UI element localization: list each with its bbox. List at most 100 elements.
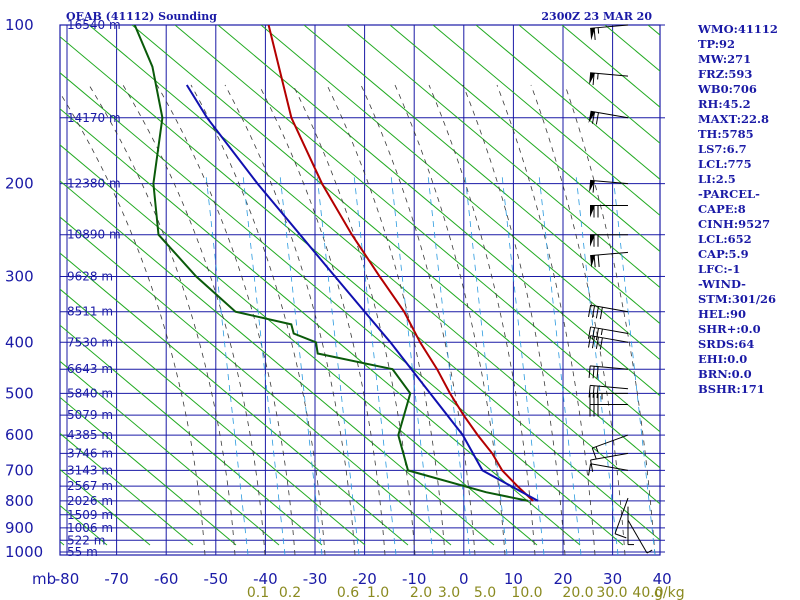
wind-barb (588, 384, 629, 399)
mixing-ratio-tick-label: 0.2 (279, 585, 301, 600)
dry-adiabat-line (60, 288, 366, 546)
moist-adiabat-line (428, 84, 536, 555)
wind-barb-flag (595, 306, 599, 319)
profile-lines (133, 25, 539, 502)
index-entry: BSHR:171 (698, 382, 765, 396)
dry-adiabat-line (260, 25, 660, 361)
dry-adiabat-line (777, 25, 800, 545)
wind-barb-flag (599, 337, 603, 350)
mixing-ratio-tick-label: 2.0 (410, 585, 432, 600)
wind-barb-staff (590, 24, 629, 29)
sounding-indices-panel: WMO:41112 TP:92 MW:271 FRZ:593 WB0:706 RH:45.… (698, 22, 778, 397)
moist-adiabat-line (258, 84, 386, 555)
dry-adiabat-line (60, 180, 495, 546)
wind-barb-flag (588, 365, 591, 378)
wind-barb-flag (597, 27, 600, 34)
height-label: 2026 m (67, 494, 113, 508)
wind-barb-flag (592, 180, 595, 193)
pressure-tick-label: 500 (5, 384, 34, 402)
moist-adiabat-line (88, 84, 236, 555)
height-label: 10890 m (67, 228, 121, 242)
wind-barb (627, 506, 634, 546)
pressure-tick-label: 1000 (5, 543, 43, 561)
wind-barb-staff (590, 251, 629, 257)
dry-adiabat-line (303, 25, 660, 325)
wind-barb-flag (597, 254, 600, 267)
wind-barb (588, 110, 629, 125)
temperature-tick-label: -30 (303, 570, 328, 588)
moist-adiabat-line (156, 84, 296, 555)
height-label: 7530 m (67, 335, 113, 349)
mixing-ratio-line (390, 174, 434, 555)
index-entry: STM:301/26 (698, 292, 777, 306)
wind-barb-flag (595, 336, 599, 349)
pressure-tick-label: 300 (5, 267, 34, 285)
height-label: 3746 m (67, 446, 113, 460)
wind-barb (614, 497, 629, 539)
mixing-ratio-line (205, 174, 249, 555)
index-entry: SRDS:64 (698, 337, 755, 351)
wind-barb-flag (595, 446, 599, 453)
wind-barb-staff (590, 72, 629, 77)
height-label: 16540 m (67, 18, 121, 32)
wind-barb-flag (595, 112, 599, 125)
height-label: 6643 m (67, 362, 113, 376)
wind-barb-flag (593, 255, 596, 268)
height-label: 522 m (67, 533, 105, 547)
wind-barb (591, 434, 629, 460)
index-entry: LFC:-1 (698, 262, 741, 276)
wind-barb (588, 326, 629, 341)
wind-barb (590, 234, 628, 247)
temperature-tick-label: 0 (459, 570, 469, 588)
wind-barb (589, 404, 628, 417)
wind-barb (588, 463, 629, 476)
dry-adiabat-line (217, 25, 660, 397)
mixing-ratio-line (427, 174, 471, 555)
pressure-tick-label: 400 (5, 333, 34, 351)
wind-barb-flag (596, 366, 599, 379)
mixing-ratio-line (464, 174, 508, 555)
wind-barb-staff (590, 179, 629, 185)
height-label: 2567 m (67, 479, 113, 493)
temperature-tick-label: -20 (352, 570, 377, 588)
dry-adiabat-line (60, 36, 660, 541)
wind-barb (590, 204, 628, 218)
wind-barb-column (588, 24, 653, 554)
wind-barb-staff (590, 452, 629, 461)
wind-barb-flag (591, 447, 597, 460)
index-entry: -PARCEL- (698, 187, 760, 201)
wind-barb-flag (588, 335, 592, 348)
height-label: 3143 m (67, 463, 113, 477)
pressure-tick-label: 600 (5, 426, 34, 444)
mixing-ratio-line (612, 174, 656, 555)
dry-adiabat-line (346, 25, 660, 289)
index-entry: CINH:9527 (698, 217, 771, 231)
wind-barb-staff (590, 110, 629, 119)
wind-barb (588, 335, 629, 350)
wind-barb-flag (646, 549, 653, 554)
dry-adiabat-line (518, 25, 660, 144)
wind-barb-staff (614, 497, 629, 534)
temperature-tick-label: -60 (154, 570, 179, 588)
wind-barb (590, 452, 629, 472)
dry-adiabat-line (60, 72, 624, 546)
wind-barb-flag (599, 307, 603, 320)
pressure-unit-label: mb (32, 570, 56, 588)
index-entry: TH:5785 (698, 127, 754, 141)
moist-adiabat-line (60, 92, 206, 555)
index-entry: LS7:6.7 (698, 142, 747, 156)
height-label: 8511 m (67, 305, 113, 319)
dry-adiabat-line (60, 396, 237, 546)
wind-barb-staff (627, 519, 648, 554)
temperature-tick-label: -50 (204, 570, 229, 588)
wind-barb-flag (614, 533, 627, 539)
index-entry: HEL:90 (698, 307, 746, 321)
pressure-tick-label: 200 (5, 175, 34, 193)
wind-barb-flag (595, 328, 599, 341)
mixing-ratio-line (242, 174, 286, 555)
index-entry: WB0:706 (698, 82, 757, 96)
temperature-profile-line (267, 25, 534, 502)
moist-adiabat-line (224, 84, 356, 555)
dry-adiabat-line (88, 25, 660, 505)
